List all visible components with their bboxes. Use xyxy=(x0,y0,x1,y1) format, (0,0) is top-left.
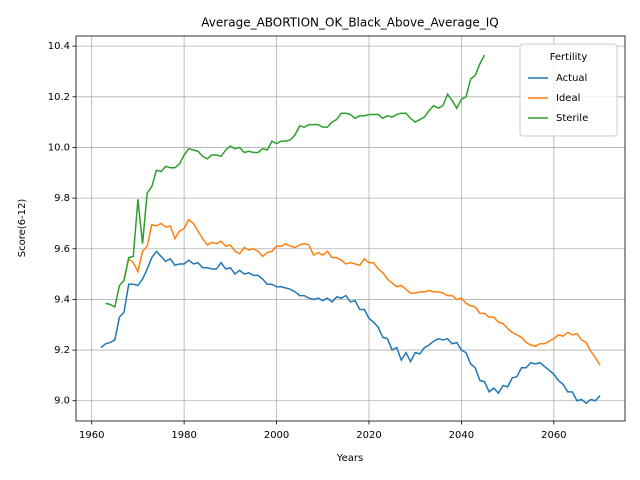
series-line xyxy=(105,54,486,309)
plot-frame xyxy=(75,35,626,422)
x-tick-label: 1960 xyxy=(79,430,104,441)
legend: Fertility Actual Ideal Sterile xyxy=(519,43,618,137)
y-tick-label: 9.8 xyxy=(54,193,70,204)
chart-title: Average_ABORTION_OK_Black_Above_Average_… xyxy=(201,16,498,30)
y-tick-label: 9.2 xyxy=(54,345,70,356)
x-tick-label: 2060 xyxy=(541,430,566,441)
legend-label: Ideal xyxy=(556,93,580,104)
legend-title: Fertility xyxy=(550,52,588,63)
y-axis-label: Score(6-12) xyxy=(17,199,28,258)
series-line xyxy=(123,218,601,366)
legend-label: Sterile xyxy=(556,113,588,124)
y-tick-label: 10.2 xyxy=(48,92,70,103)
x-tick-label: 2020 xyxy=(356,430,381,441)
legend-box xyxy=(519,43,618,137)
y-tick-label: 9.6 xyxy=(54,244,70,255)
legend-label: Actual xyxy=(556,73,587,84)
y-tick-label: 9.4 xyxy=(54,294,70,305)
x-tick-label: 1980 xyxy=(171,430,196,441)
x-axis-label: Years xyxy=(336,453,363,464)
x-tick-label: 2040 xyxy=(449,430,474,441)
x-tick-label: 2000 xyxy=(264,430,289,441)
y-tick-label: 9.0 xyxy=(54,396,70,407)
y-tick-label: 10.4 xyxy=(48,41,70,52)
series-line xyxy=(100,250,601,405)
y-tick-label: 10.0 xyxy=(48,142,70,153)
